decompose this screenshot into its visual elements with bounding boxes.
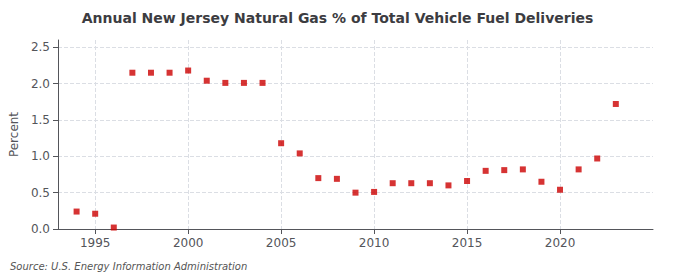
- svg-text:1.0: 1.0: [31, 149, 50, 163]
- svg-text:2.0: 2.0: [31, 77, 50, 91]
- svg-text:Percent: Percent: [7, 112, 21, 157]
- svg-text:Source: U.S. Energy Informatio: Source: U.S. Energy Information Administ…: [10, 261, 247, 272]
- svg-text:2020: 2020: [545, 236, 576, 250]
- svg-text:2005: 2005: [266, 236, 297, 250]
- svg-text:Annual New Jersey Natural Gas: Annual New Jersey Natural Gas % of Total…: [82, 10, 594, 26]
- svg-text:1.5: 1.5: [31, 113, 50, 127]
- svg-text:2.5: 2.5: [31, 40, 50, 54]
- svg-text:0.5: 0.5: [31, 186, 50, 200]
- svg-text:1995: 1995: [80, 236, 111, 250]
- svg-text:2015: 2015: [452, 236, 483, 250]
- svg-text:2010: 2010: [359, 236, 390, 250]
- svg-text:2000: 2000: [173, 236, 204, 250]
- svg-text:0.0: 0.0: [31, 222, 50, 236]
